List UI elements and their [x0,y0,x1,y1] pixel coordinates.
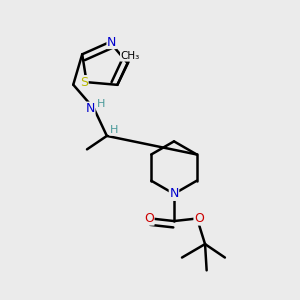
Text: H: H [97,99,105,109]
Text: O: O [144,212,154,225]
Text: S: S [80,76,88,89]
Text: H: H [110,125,118,135]
Text: N: N [107,35,116,49]
Text: N: N [85,102,95,115]
Text: CH₃: CH₃ [121,51,140,61]
Text: N: N [169,187,179,200]
Text: O: O [194,212,204,225]
